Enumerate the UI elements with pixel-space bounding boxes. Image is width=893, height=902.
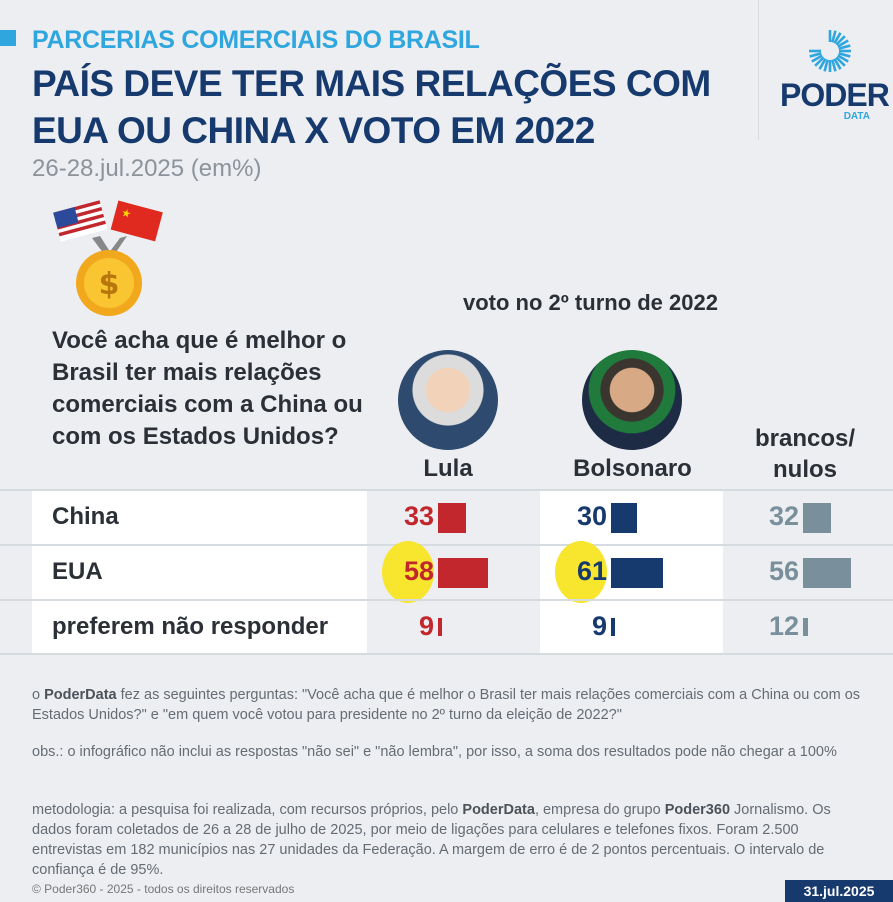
lula-photo	[398, 350, 498, 450]
row-label: EUA	[52, 558, 103, 585]
kicker-marker	[0, 30, 16, 46]
svg-text:$: $	[99, 267, 120, 302]
column-header-lula: Lula	[423, 455, 473, 482]
flags-medal-icon: ★ $	[53, 200, 163, 316]
row-label: preferem não responder	[52, 613, 329, 640]
column-header-bolsonaro: Bolsonaro	[573, 455, 692, 482]
bar	[438, 617, 442, 636]
kicker: PARCERIAS COMERCIAIS DO BRASIL	[32, 26, 480, 54]
page-title: PAÍS DEVE TER MAIS RELAÇÕES COM EUA OU C…	[32, 63, 711, 151]
bar	[803, 502, 831, 533]
row-divider	[0, 489, 893, 491]
bar	[438, 502, 467, 533]
row-label: China	[52, 503, 119, 530]
sun-logo-icon	[809, 30, 851, 72]
label-column-bg	[32, 490, 367, 653]
row-divider	[0, 653, 893, 655]
value-label: 9	[591, 611, 607, 641]
survey-question: Você acha que é melhor o Brasil ter mais…	[52, 327, 363, 450]
row-divider	[0, 599, 893, 601]
divider	[758, 0, 759, 140]
value-label: 12	[768, 611, 799, 641]
poderdata-logo: PODER DATA	[780, 28, 890, 122]
bar	[611, 557, 664, 588]
value-label: 61	[576, 556, 607, 586]
bar	[803, 617, 809, 636]
publication-date: 31.jul.2025	[785, 880, 893, 902]
bolsonaro-photo	[582, 350, 682, 450]
footnote-obs: obs.: o infográfico não inclui as respos…	[32, 744, 837, 760]
highlight-circle	[382, 541, 434, 603]
bar	[611, 617, 615, 636]
highlight-circle	[555, 541, 607, 603]
row-divider	[0, 544, 893, 546]
subtitle: 26-28.jul.2025 (em%)	[32, 155, 262, 182]
value-label: 58	[403, 556, 434, 586]
footnote-methodology: metodologia: a pesquisa foi realizada, c…	[32, 802, 831, 878]
bar	[611, 502, 637, 533]
value-label: 32	[768, 501, 799, 531]
copyright: © Poder360 - 2025 - todos os direitos re…	[32, 882, 295, 896]
column-header-brancos-nulos: brancos/ nulos	[754, 425, 856, 483]
bar	[438, 557, 488, 588]
bar	[803, 557, 852, 588]
value-label: 33	[403, 501, 434, 531]
value-label: 56	[768, 556, 799, 586]
value-label: 9	[418, 611, 434, 641]
footnote-questions: o PoderData fez as seguintes perguntas: …	[32, 687, 861, 723]
group-label: voto no 2º turno de 2022	[463, 290, 718, 315]
value-label: 30	[576, 501, 607, 531]
svg-text:★: ★	[120, 207, 133, 221]
